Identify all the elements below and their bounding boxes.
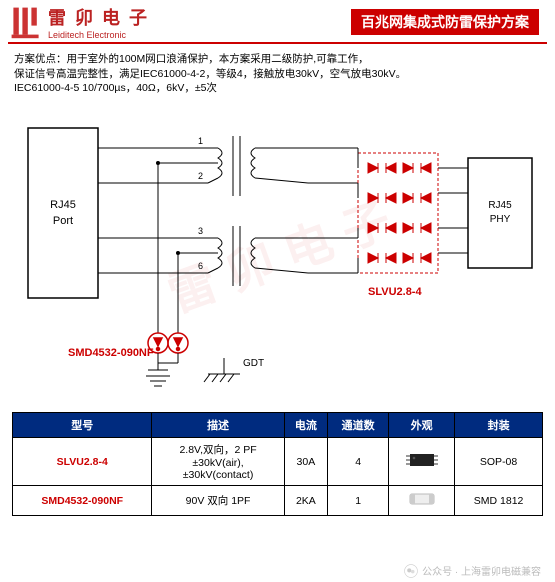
cell-ch: 1 [328,486,389,516]
desc-line-2: 保证信号高温完整性，满足IEC61000-4-2，等级4，接触放电30kV，空气… [14,67,541,82]
rj45-right-bottom: PHY [489,214,510,225]
gdt-text: GDT [243,358,264,369]
table-row: SLVU2.8-4 2.8V,双向，2 PF ±30kV(air), ±30kV… [13,438,543,486]
logo-text-zh: 雷 卯 电 子 [48,4,149,30]
th-appear: 外观 [389,413,455,438]
divider [8,42,547,44]
cell-pkg: SMD 1812 [455,486,543,516]
wechat-icon [404,564,418,578]
cell-name: SLVU2.8-4 [13,438,152,486]
logo-text-en: Leiditech Electronic [48,30,149,40]
cell-appearance [389,486,455,516]
cell-current: 30A [284,438,327,486]
cell-desc: 90V 双向 1PF [152,486,284,516]
pin-6: 6 [197,261,202,271]
gdt-label: SMD4532-090NF [68,347,154,359]
th-model: 型号 [13,413,152,438]
th-pkg: 封装 [455,413,543,438]
smd1812-icon [407,490,437,508]
rj45-right-top: RJ45 [488,200,512,211]
spec-table: 型号 描述 电流 通道数 外观 封装 SLVU2.8-4 2.8V,双向，2 P… [12,412,543,516]
cell-pkg: SOP-08 [455,438,543,486]
cell-appearance [389,438,455,486]
rj45-left-top: RJ45 [50,199,76,211]
footer-text: 公众号 · 上海雷卯电磁兼容 [422,563,541,578]
description: 方案优点：用于室外的100M网口浪涌保护，本方案采用二级防护,可靠工作， 保证信… [0,48,555,98]
desc-line-3: IEC61000-4-5 10/700µs，40Ω，6kV，±5次 [14,81,541,96]
footer: 公众号 · 上海雷卯电磁兼容 [404,563,541,578]
logo: 雷 卯 电 子 Leiditech Electronic [8,4,149,40]
table-row: SMD4532-090NF 90V 双向 1PF 2KA 1 SMD 1812 [13,486,543,516]
cell-desc: 2.8V,双向，2 PF ±30kV(air), ±30kV(contact) [152,438,284,486]
cell-name: SMD4532-090NF [13,486,152,516]
rj45-left-bottom: Port [52,215,72,227]
th-current: 电流 [284,413,327,438]
sop8-icon [404,450,440,470]
header: 雷 卯 电 子 Leiditech Electronic 百兆网集成式防雷保护方… [0,0,555,42]
desc-line-1: 方案优点：用于室外的100M网口浪涌保护，本方案采用二级防护,可靠工作， [14,52,541,67]
logo-icon [8,4,44,40]
pin-1: 1 [197,136,202,146]
table-header-row: 型号 描述 电流 通道数 外观 封装 [13,413,543,438]
th-ch: 通道数 [328,413,389,438]
cell-current: 2KA [284,486,327,516]
pin-3: 3 [197,226,202,236]
title-banner: 百兆网集成式防雷保护方案 [351,9,539,35]
circuit-diagram: 雷 卯 电 子 RJ45 Port RJ45 PHY 1 2 3 6 [8,98,548,408]
diagram-svg: RJ45 Port RJ45 PHY 1 2 3 6 [8,98,548,408]
tvs-label: SLVU2.8-4 [368,286,422,298]
th-desc: 描述 [152,413,284,438]
pin-2: 2 [197,171,202,181]
cell-ch: 4 [328,438,389,486]
